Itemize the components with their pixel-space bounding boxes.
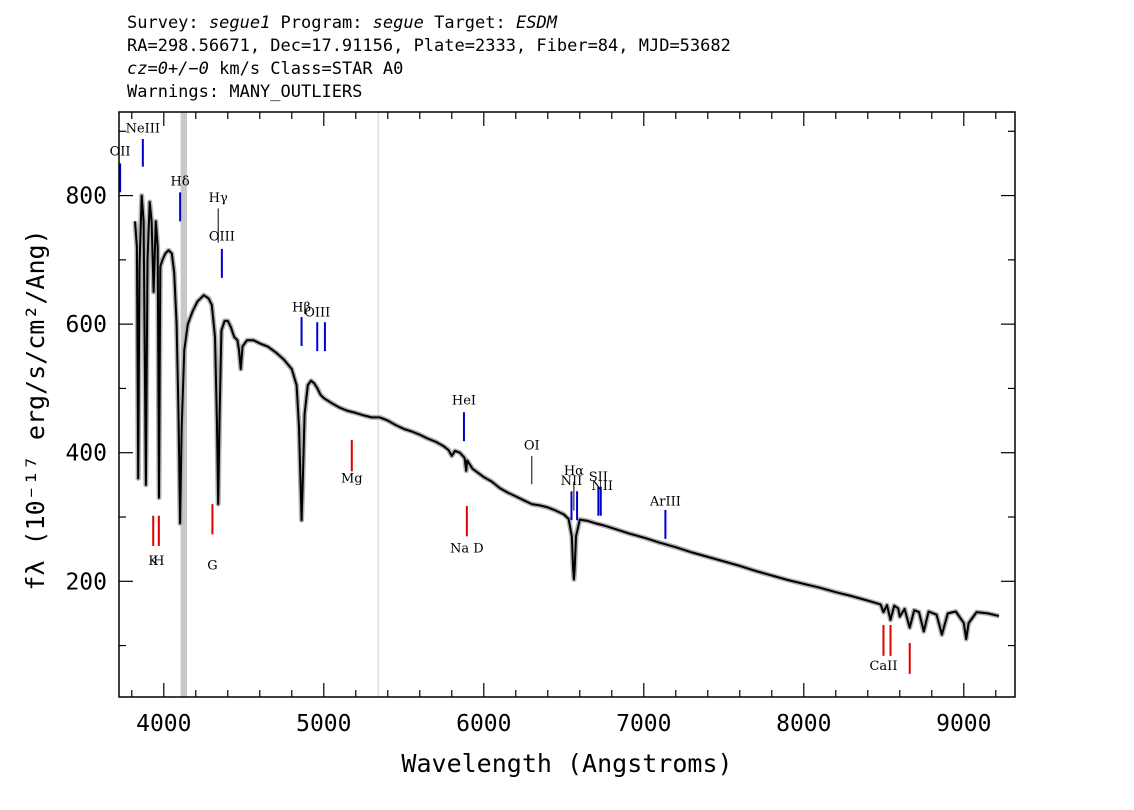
y-tick-label: 200: [65, 569, 107, 595]
y-axis-title: fλ (10⁻¹⁷ erg/s/cm²/Ang): [21, 229, 50, 590]
y-tick-label: 800: [65, 184, 107, 210]
program-name: segue: [372, 13, 424, 33]
header-line-3: cz=0+/−0 km/s Class=STAR A0: [127, 59, 404, 79]
line-marker-label: Mg: [341, 471, 363, 486]
redshift-value: cz=0+/−0: [127, 59, 209, 79]
x-tick-label: 5000: [296, 711, 351, 737]
error-band: [132, 193, 1000, 642]
x-tick-label: 8000: [776, 711, 831, 737]
line-marker-label: NII: [591, 479, 613, 494]
y-tick-label: 600: [65, 312, 107, 338]
line-marker-label: Hα: [564, 464, 584, 479]
line-marker-label: SII: [589, 470, 608, 485]
x-axis-title: Wavelength (Angstroms): [401, 749, 732, 778]
spectrum-line: [134, 194, 1000, 641]
line-marker-label: OIII: [209, 230, 235, 245]
line-marker-label: K: [148, 554, 158, 569]
line-marker-label: HeI: [452, 394, 476, 409]
line-marker-label: Hγ: [209, 191, 228, 206]
line-marker-label: OIII: [304, 305, 330, 320]
x-tick-label: 9000: [936, 711, 991, 737]
survey-name: segue1: [208, 13, 271, 33]
line-marker-label: CaII: [869, 659, 897, 674]
line-marker-label: H: [153, 554, 164, 569]
spectrum-header: Survey: segue1 Program: segue Target: ES…: [127, 12, 731, 104]
y-tick-label: 400: [65, 441, 107, 467]
line-marker-label: NeIII: [126, 122, 160, 137]
line-marker-label: OI: [524, 439, 540, 454]
x-tick-label: 6000: [456, 711, 511, 737]
x-tick-label: 4000: [136, 711, 191, 737]
line-marker-label: ArIII: [649, 494, 681, 509]
header-line-2: RA=298.56671, Dec=17.91156, Plate=2333, …: [127, 36, 731, 56]
line-marker-label: G: [207, 559, 217, 574]
target-name: ESDM: [515, 13, 557, 33]
header-line-1: Survey: segue1 Program: segue Target: ES…: [127, 13, 557, 33]
line-marker-label: OII: [110, 145, 131, 160]
header-line-4: Warnings: MANY_OUTLIERS: [127, 82, 363, 102]
line-marker-label: Na D: [450, 541, 484, 556]
line-marker-label: Hβ: [292, 300, 311, 315]
x-tick-label: 7000: [616, 711, 671, 737]
line-marker-label: Hδ: [171, 174, 190, 189]
line-marker-label: NII: [561, 474, 583, 489]
plot-frame: [118, 111, 1016, 698]
